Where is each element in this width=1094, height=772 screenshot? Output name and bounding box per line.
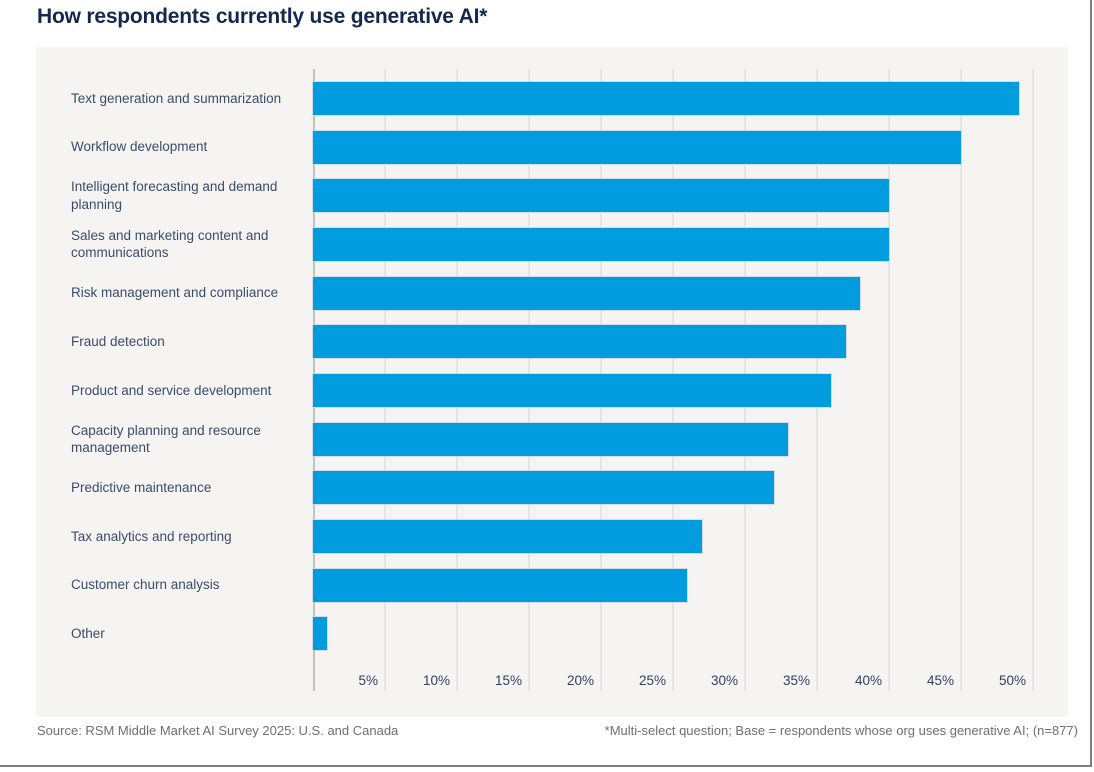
- chart-panel: 5% 10% 15% 20% 25% 30% 35% 40% 45% 50% Text gener…: [36, 47, 1068, 717]
- bar-track: [313, 130, 1033, 164]
- gridline: [1032, 69, 1034, 691]
- bar: [313, 422, 789, 456]
- bar-row: Other: [71, 610, 1033, 659]
- category-label: Risk management and compliance: [71, 285, 279, 301]
- footer: Source: RSM Middle Market AI Survey 2025…: [0, 723, 1094, 738]
- category-label: Sales and marketing content and communic…: [71, 227, 269, 261]
- bar-row: Workflow development: [71, 123, 1033, 172]
- category-label: Tax analytics and reporting: [71, 528, 232, 544]
- bar: [313, 325, 846, 359]
- bar-track: [313, 325, 1033, 359]
- x-tick-label: 25%: [638, 673, 666, 688]
- bar: [313, 179, 889, 213]
- category-label: Workflow development: [71, 139, 208, 155]
- bar-row: Text generation and summarization: [71, 74, 1033, 123]
- bar-row: Intelligent forecasting and demand plann…: [71, 171, 1033, 220]
- x-tick-label: 35%: [782, 673, 810, 688]
- bar-row: Product and service development: [71, 366, 1033, 415]
- category-label: Intelligent forecasting and demand plann…: [71, 179, 278, 212]
- bar-row: Capacity planning and resource managemen…: [71, 415, 1033, 464]
- bar-rows: Text generation and summarization Workflo…: [71, 74, 1033, 658]
- x-tick-label: 45%: [926, 673, 954, 688]
- bar-row: Risk management and compliance: [71, 269, 1033, 318]
- bar-track: [313, 276, 1033, 310]
- category-label: Product and service development: [71, 382, 272, 398]
- chart-title: How respondents currently use generative…: [37, 5, 488, 28]
- category-label: Fraud detection: [71, 334, 165, 349]
- bar: [313, 81, 1019, 115]
- bar-track: [313, 520, 1033, 554]
- bar: [313, 617, 328, 651]
- bar-track: [313, 422, 1033, 456]
- x-tick-label: 5%: [358, 673, 378, 688]
- bar-track: [313, 471, 1033, 505]
- bar-row: Customer churn analysis: [71, 561, 1033, 610]
- bar: [313, 568, 688, 602]
- bar: [313, 373, 832, 407]
- bar-track: [313, 81, 1033, 115]
- bar: [313, 227, 889, 261]
- category-label: Customer churn analysis: [71, 577, 220, 593]
- bar-track: [313, 179, 1033, 213]
- category-label: Capacity planning and resource managemen…: [71, 422, 261, 456]
- x-tick-label: 20%: [566, 673, 594, 688]
- bar: [313, 276, 861, 310]
- window-right-border: [1090, 0, 1092, 767]
- category-label: Other: [71, 626, 105, 642]
- gridline: [888, 69, 890, 691]
- bar: [313, 520, 702, 554]
- source-text: Source: RSM Middle Market AI Survey 2025…: [37, 723, 399, 738]
- bar-track: [313, 568, 1033, 602]
- category-label: Text generation and summarization: [71, 90, 282, 106]
- gridline: [960, 69, 962, 691]
- x-tick-label: 40%: [854, 673, 882, 688]
- bar: [313, 471, 774, 505]
- x-tick-label: 15%: [494, 673, 522, 688]
- bar-row: Fraud detection: [71, 317, 1033, 366]
- x-tick-label: 30%: [710, 673, 738, 688]
- x-tick-label: 50%: [998, 673, 1026, 688]
- bar: [313, 130, 961, 164]
- category-label: Predictive maintenance: [71, 480, 212, 496]
- bar-row: Tax analytics and reporting: [71, 512, 1033, 561]
- bar-track: [313, 617, 1033, 651]
- bar-row: Predictive maintenance: [71, 464, 1033, 513]
- window-bottom-border: [0, 765, 1092, 767]
- footnote-text: *Multi-select question; Base = responden…: [604, 723, 1078, 738]
- bar-track: [313, 227, 1033, 261]
- bar-row: Sales and marketing content and communic…: [71, 220, 1033, 269]
- x-tick-label: 10%: [422, 673, 450, 688]
- bar-track: [313, 373, 1033, 407]
